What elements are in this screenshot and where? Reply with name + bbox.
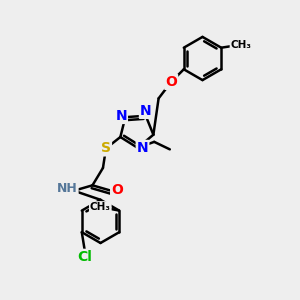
Text: S: S: [101, 141, 111, 155]
Text: NH: NH: [57, 182, 78, 195]
Text: O: O: [165, 75, 177, 89]
Text: N: N: [140, 104, 152, 118]
Text: N: N: [137, 141, 148, 155]
Text: N: N: [115, 109, 127, 123]
Text: CH₃: CH₃: [90, 202, 111, 212]
Text: O: O: [111, 183, 123, 197]
Text: Cl: Cl: [77, 250, 92, 264]
Text: CH₃: CH₃: [230, 40, 251, 50]
